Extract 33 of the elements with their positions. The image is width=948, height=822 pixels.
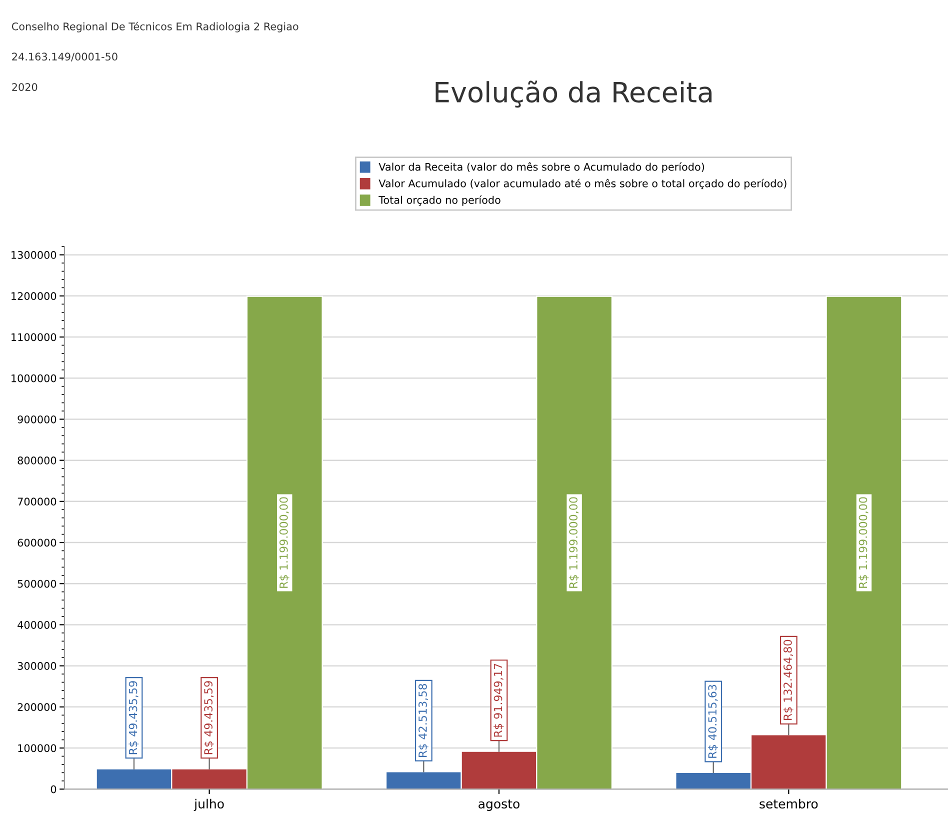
text: 24.163.149/0001-50 [12,52,118,62]
y-tick-label: 1200000 [12,292,56,300]
y-tick-label: 400000 [18,620,56,629]
chart-title: Evolução da Receita [436,80,712,108]
data-label: R$ 91.949,17 [494,664,504,737]
x-tick-label: agosto [478,800,520,811]
legend-label: Valor Acumulado (valor acumulado até o mês sobre o total orçado do período) [378,178,786,190]
data-label: R$ 49.435,59 [128,681,139,754]
x-tick-label: setembro [760,798,818,809]
text: Conselho Regional De Técnicos Em Radiologia 2 Regiao [12,22,298,32]
y-tick-label: 1300000 [12,251,56,259]
y-tick-label: 200000 [18,703,56,712]
text: 2020 [12,83,38,91]
data-label: R$ 1.199.000,00 [279,497,290,588]
data-label: R$ 42.513,58 [418,684,428,757]
y-tick-label: 900000 [18,415,56,424]
y-tick-label: 800000 [18,456,56,464]
x-tick-label: julho [194,798,224,811]
data-label: R$ 132.464,80 [783,640,794,720]
y-tick-label: 0 [50,785,56,794]
y-tick-label: 600000 [18,538,56,547]
y-tick-label: 1000000 [12,374,56,382]
data-label: R$ 49.435,59 [204,681,214,754]
legend-label: Valor da Receita (valor do mês sobre o Acumulado do período) [378,162,704,173]
data-label: R$ 1.199.000,00 [568,497,580,588]
y-tick-label: 500000 [18,580,56,588]
y-tick-label: 300000 [18,662,56,670]
legend-label: Total orçado no período [378,195,500,206]
data-label: R$ 40.515,63 [708,684,718,758]
y-tick-label: 1100000 [12,333,56,342]
y-tick-label: 700000 [18,498,56,506]
data-label: R$ 1.199.000,00 [858,497,869,588]
y-tick-label: 100000 [18,744,56,752]
